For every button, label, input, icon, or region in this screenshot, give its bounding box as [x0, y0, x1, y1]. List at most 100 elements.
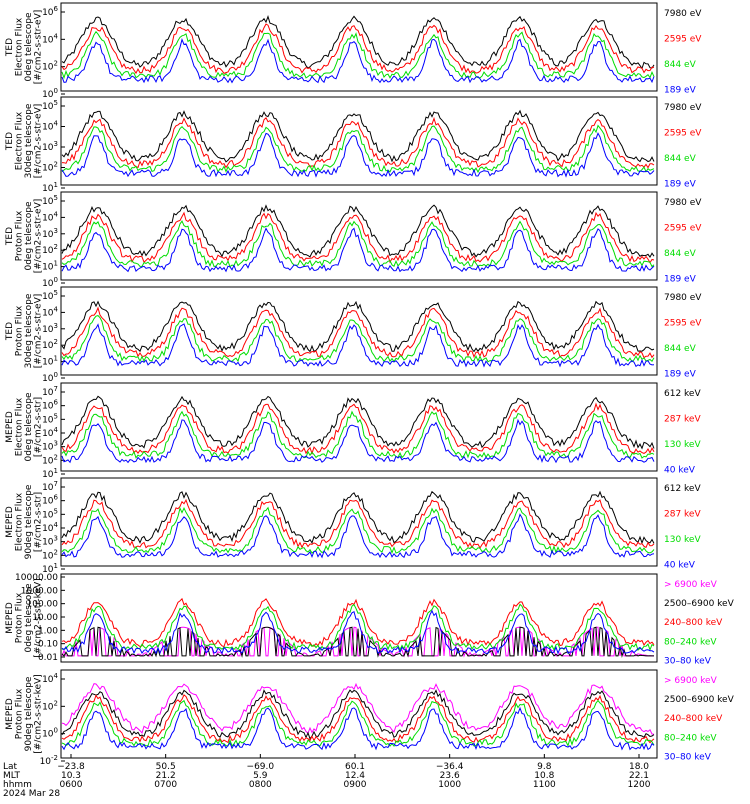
- y-axis-label: TED Electron Flux 30deg telescope [#/cm2-s-…: [5, 103, 44, 178]
- legend-entry: 30–80 keV: [664, 752, 712, 762]
- y-axis-label-line: MEPED: [5, 602, 15, 634]
- series-line-1: [61, 109, 655, 163]
- y-axis-label-line: Electron Flux: [15, 492, 25, 551]
- y-tick-label: 103: [42, 140, 58, 153]
- y-axis-label-line: [#/cm2-s-str-eV]: [34, 10, 44, 85]
- legend-entry: 130 keV: [664, 440, 701, 450]
- y-axis-label-line: [#/cm2-s-str]: [34, 492, 44, 552]
- y-axis-label-line: TED: [5, 227, 15, 246]
- series-line-3: [61, 694, 655, 744]
- y-tick-label: 10.00: [32, 613, 58, 623]
- y-axis-label-line: [#/cm2-s-str-eV]: [34, 104, 44, 179]
- y-axis-label: MEPED Electron Flux 0deg telescope [#/cm2-s…: [5, 392, 44, 462]
- series-line-2: [61, 626, 654, 658]
- legend-entry: 7980 eV: [664, 293, 702, 303]
- y-tick-label: 103: [42, 227, 58, 240]
- series-line-5: [61, 706, 655, 751]
- y-tick-label: 104: [42, 426, 58, 439]
- y-axis-label-line: 30deg telescope: [24, 103, 34, 178]
- y-tick-label: 106: [42, 5, 58, 18]
- y-tick-label: 102: [42, 338, 58, 351]
- y-axis-label-line: [#/cm2-s-str-keV]: [34, 674, 44, 753]
- y-tick-label: 104: [42, 521, 58, 534]
- y-axis-label-line: MEPED: [5, 506, 15, 538]
- y-tick-label: 106: [42, 399, 58, 412]
- tick-mlt: 12.4: [345, 771, 365, 781]
- series-line-3: [61, 30, 655, 80]
- y-tick-label: 105: [42, 194, 58, 207]
- y-tick-label: 105: [42, 99, 58, 112]
- y-tick-label: 102: [42, 60, 58, 73]
- y-axis-label-line: 90deg telescope: [24, 484, 34, 559]
- y-tick-label: 103: [42, 440, 58, 453]
- y-tick-label: 100: [42, 276, 58, 289]
- y-tick-label: 102: [42, 243, 58, 256]
- tick-mlt: 22.1: [629, 771, 649, 781]
- tick-lat: −36.4: [436, 762, 464, 772]
- y-axis-label-line: 0deg telescope: [24, 201, 34, 271]
- y-tick-label: 104: [42, 32, 58, 45]
- tick-lat: 9.8: [537, 762, 552, 772]
- legend-entry: 844 eV: [664, 344, 697, 354]
- legend-entry: 189 eV: [664, 179, 697, 189]
- series-line-3: [61, 220, 655, 268]
- y-tick-label: 101: [42, 181, 58, 194]
- legend-entry: 130 keV: [664, 535, 701, 545]
- tick-lat: −23.8: [57, 762, 85, 772]
- series-line-1: [61, 300, 655, 353]
- tick-lat: 50.5: [156, 762, 176, 772]
- y-axis-label-line: Proton Flux: [15, 688, 25, 739]
- panel-7: 10000.001000.00100.0010.001.000.100.01ME…: [5, 573, 735, 666]
- legend-entry: 2500–6900 keV: [664, 695, 735, 705]
- y-tick-label: 100: [42, 371, 58, 384]
- series-line-1: [61, 15, 655, 70]
- y-axis-label-line: [#/cm2-s-str]: [34, 397, 44, 457]
- legend-entry: 2595 eV: [664, 34, 702, 44]
- series-line-1: [61, 204, 655, 259]
- y-axis-label-line: 90deg telescope: [24, 676, 34, 751]
- tick-mlt: 5.9: [253, 771, 268, 781]
- tick-hhmm: 0600: [60, 780, 83, 790]
- legend-entry: 30–80 keV: [664, 656, 712, 666]
- legend-entry: 2500–6900 keV: [664, 599, 735, 609]
- tick-hhmm: 0700: [154, 780, 177, 790]
- series-line-4: [61, 38, 655, 84]
- legend-entry: 80–240 keV: [664, 733, 717, 743]
- y-axis-label-line: Proton Flux: [15, 592, 25, 643]
- tick-mlt: 21.2: [156, 771, 176, 781]
- y-axis-label: MEPED Proton Flux 0deg telescope [#/cm2-s-s…: [5, 578, 44, 657]
- y-axis-label-line: Electron Flux: [15, 397, 25, 456]
- panel-frame: [60, 286, 658, 376]
- y-axis-label-line: [#/cm2-s-str-keV]: [34, 578, 44, 657]
- legend-entry: 612 keV: [664, 484, 701, 494]
- series-line-1: [61, 395, 655, 450]
- series-line-3: [61, 597, 655, 648]
- y-axis-label-line: 0deg telescope: [24, 392, 34, 462]
- series-line-4: [61, 132, 655, 178]
- series-line-4: [61, 603, 655, 652]
- tick-lat: 18.0: [629, 762, 649, 772]
- legend-entry: 40 keV: [664, 560, 696, 570]
- y-tick-label: 107: [42, 480, 58, 493]
- panel-frame: [60, 96, 658, 186]
- series-line-5: [61, 609, 655, 655]
- legend-entry: 80–240 keV: [664, 637, 717, 647]
- y-axis-label-line: MEPED: [5, 411, 15, 443]
- legend-entry: 612 keV: [664, 389, 701, 399]
- series-line-4: [61, 699, 655, 748]
- legend-entry: 189 eV: [664, 369, 697, 379]
- row-label: MLT: [3, 771, 21, 781]
- tick-hhmm: 1200: [628, 780, 651, 790]
- y-tick-label: 104: [42, 305, 58, 318]
- legend-entry: 287 keV: [664, 414, 701, 424]
- y-tick-label: 102: [42, 453, 58, 466]
- series-line-4: [61, 227, 655, 273]
- legend-entry: 40 keV: [664, 465, 696, 475]
- y-tick-label: 101: [42, 467, 58, 480]
- series-line-1: [61, 682, 655, 735]
- series-line-2: [61, 211, 655, 264]
